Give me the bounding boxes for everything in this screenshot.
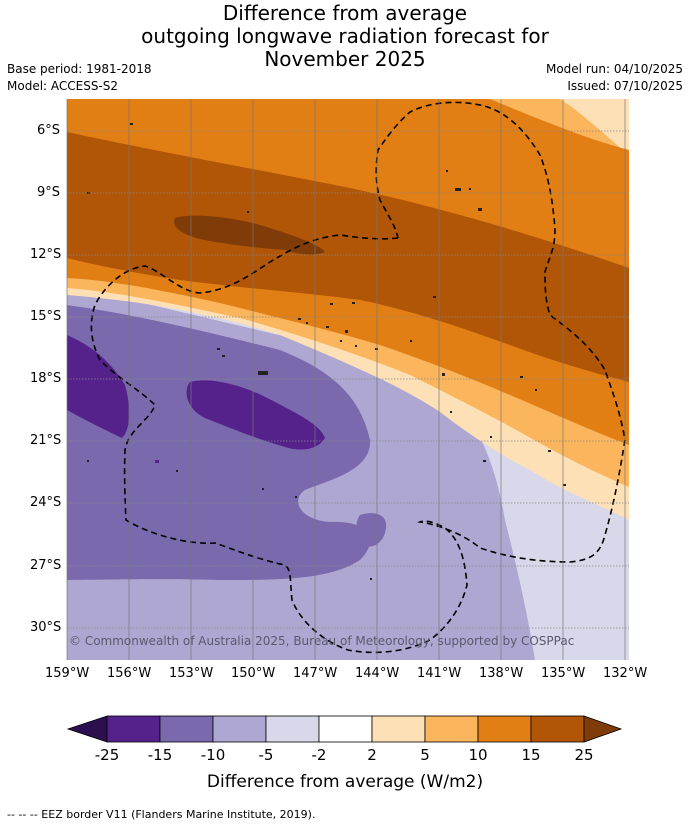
colorbar-tick-label: 15 <box>521 746 541 764</box>
lon-label-138w: 138°W <box>479 666 524 681</box>
model-run: Model run: 04/10/2025 <box>545 62 683 76</box>
colorbar-tick-label: -10 <box>200 746 226 764</box>
eez-footnote: -- -- -- EEZ border V11 (Flanders Marine… <box>7 808 316 821</box>
colorbar-swatch-3 <box>212 715 267 743</box>
lat-label-9s: 9°S <box>37 185 61 200</box>
lon-label-141w: 141°W <box>417 666 462 681</box>
colorbar-extend-high <box>583 715 623 743</box>
islands <box>87 123 566 580</box>
lon-label-135w: 135°W <box>541 666 586 681</box>
title-line-2: outgoing longwave radiation forecast for <box>141 24 549 48</box>
lat-label-27s: 27°S <box>30 558 62 573</box>
lon-label-147w: 147°W <box>293 666 338 681</box>
anomaly-field <box>67 99 629 660</box>
lon-label-150w: 150°W <box>231 666 276 681</box>
colorbar-swatch-9 <box>530 715 585 743</box>
lat-label-24s: 24°S <box>30 495 62 510</box>
lat-label-18s: 18°S <box>30 371 62 386</box>
lat-label-21s: 21°S <box>30 433 62 448</box>
cell-minus15-to-minus25-west <box>67 335 130 438</box>
title-line-3: November 2025 <box>264 47 426 71</box>
colorbar <box>66 715 623 743</box>
cell-above-25 <box>174 215 325 255</box>
cell-minus15-to-minus25-center <box>186 380 325 450</box>
colorbar-tick-label: 25 <box>574 746 594 764</box>
lat-label-15s: 15°S <box>30 309 62 324</box>
colorbar-tick-label: -2 <box>311 746 327 764</box>
colorbar-extend-low <box>66 715 108 743</box>
colorbar-title: Difference from average (W/m2) <box>206 772 484 792</box>
colorbar-swatch-8 <box>477 715 532 743</box>
colorbar-swatch-5 <box>318 715 373 743</box>
copyright-notice: © Commonwealth of Australia 2025, Bureau… <box>69 634 575 648</box>
model-name: Model: ACCESS-S2 <box>7 79 119 93</box>
eez-border <box>90 101 626 654</box>
issued-date: Issued: 07/10/2025 <box>567 79 683 93</box>
lat-label-30s: 30°S <box>30 620 62 635</box>
colorbar-tick-label: -5 <box>258 746 274 764</box>
title-line-1: Difference from average <box>222 1 468 25</box>
lon-label-159w: 159°W <box>45 666 90 681</box>
lat-label-6s: 6°S <box>37 123 61 138</box>
colorbar-tick-label: -25 <box>94 746 120 764</box>
colorbar-swatch-2 <box>159 715 214 743</box>
lon-label-153w: 153°W <box>169 666 214 681</box>
lon-label-132w: 132°W <box>603 666 648 681</box>
lon-label-144w: 144°W <box>355 666 400 681</box>
colorbar-tick-label: 2 <box>367 746 377 764</box>
colorbar-swatch-7 <box>424 715 479 743</box>
base-period: Base period: 1981-2018 <box>7 62 152 76</box>
band-minus10-to-minus15 <box>67 305 371 580</box>
colorbar-swatch-4 <box>265 715 320 743</box>
lon-label-156w: 156°W <box>107 666 152 681</box>
colorbar-tick-label: 10 <box>468 746 488 764</box>
colorbar-tick-label: 5 <box>420 746 430 764</box>
lat-label-12s: 12°S <box>30 247 62 262</box>
cell-minus10-to-minus15-south <box>356 513 387 547</box>
meridians <box>66 99 626 660</box>
gridlines <box>67 130 629 629</box>
colorbar-swatch-6 <box>371 715 426 743</box>
colorbar-swatch-1 <box>106 715 161 743</box>
band-15-to-25 <box>67 132 629 382</box>
colorbar-tick-label: -15 <box>147 746 173 764</box>
